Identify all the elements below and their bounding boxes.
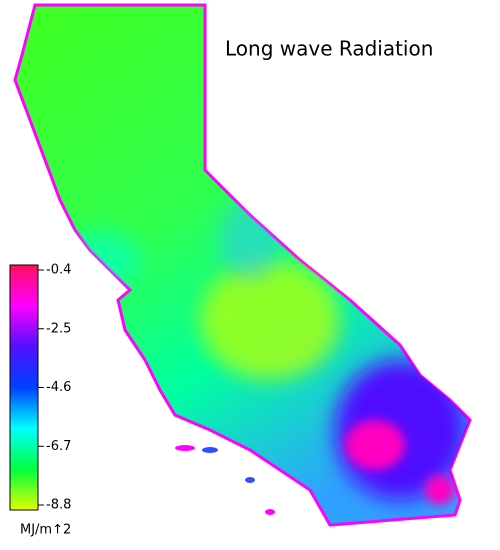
colorbar-unit: MJ/m↑2 — [20, 523, 71, 538]
map-title: Long wave Radiation — [225, 37, 433, 61]
tick-label: -2.5 — [46, 321, 71, 336]
tick-label: -6.7 — [46, 439, 71, 454]
tick-label: -8.8 — [46, 498, 71, 513]
colorbar-ticks: -0.4 -2.5 -4.6 -6.7 -8.8 — [38, 263, 71, 513]
california — [13, 3, 472, 527]
colorbar — [9, 264, 39, 511]
tick-label: -0.4 — [46, 263, 71, 278]
tick-label: -4.6 — [46, 380, 71, 395]
